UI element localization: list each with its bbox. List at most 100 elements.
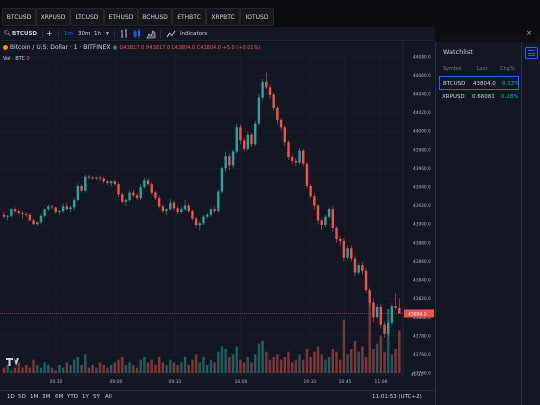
price-tick-label: 43840.0 (413, 278, 431, 284)
tab-ethusd[interactable]: ETHUSD (104, 8, 138, 26)
interval-1m-button[interactable]: 1m (64, 31, 73, 37)
range-ytd-button[interactable]: YTD (67, 394, 78, 400)
candle-body (250, 134, 253, 145)
candle-body (172, 202, 176, 209)
candle-body (183, 205, 187, 210)
candle-body (209, 209, 213, 215)
volume-bar (21, 367, 24, 373)
candle-body (28, 214, 32, 221)
candle-body (327, 209, 331, 217)
candle-body (165, 209, 168, 212)
volume-bar (176, 365, 179, 373)
symbol-search-button[interactable]: BTCUSD (12, 31, 37, 37)
volume-bar (231, 354, 235, 373)
range-1y-button[interactable]: 1Y (82, 394, 89, 400)
volume-bar (228, 357, 231, 373)
watchlist-header-last[interactable]: Last (477, 66, 488, 72)
candle-body (224, 156, 227, 169)
candle-body (387, 322, 390, 334)
volume-bar (124, 365, 128, 373)
price-tick-label: 43760.0 (413, 352, 431, 358)
candle-body (368, 290, 371, 303)
volume-bar (198, 362, 202, 373)
volume-bar (113, 362, 117, 373)
candle-body (394, 306, 397, 308)
volume-bar (161, 362, 165, 373)
candle-body (6, 215, 9, 217)
tab-bchusd[interactable]: BCHUSD (138, 8, 172, 26)
watchlist-row-btcusd[interactable]: BTCUSD 43804.0 0.13% (439, 76, 519, 90)
close-icon[interactable]: × (526, 29, 532, 37)
volume-bar (257, 343, 261, 373)
range-1d-button[interactable]: 1D (7, 394, 15, 400)
candle-body (294, 160, 298, 163)
chart-toolbar: 🔍︎ BTCUSD + 1m 30m 1h ▾ Indicators (0, 27, 435, 41)
price-tick-label: 44020.0 (413, 110, 431, 116)
indicators-button[interactable]: Indicators (180, 31, 208, 37)
range-all-button[interactable]: All (105, 394, 112, 400)
volume-bar (146, 362, 150, 373)
tab-xrpbtc[interactable]: XRPBTC (206, 8, 240, 26)
candle-body (95, 177, 98, 179)
candle-body (320, 220, 323, 226)
candle-body (113, 181, 117, 185)
watchlist-header-chg[interactable]: Chg% (500, 66, 515, 72)
interval-menu-chevron-icon[interactable]: ▾ (106, 31, 109, 37)
legend-visibility-icon[interactable]: ◉ (112, 44, 118, 51)
interval-30m-button[interactable]: 30m (78, 31, 91, 37)
price-tick-label: 43900.0 (413, 222, 431, 228)
countdown-label: 41:31 (411, 372, 423, 377)
interval-1h-button[interactable]: 1h (94, 31, 101, 37)
candle-body (257, 97, 261, 124)
volume-bar (213, 362, 216, 373)
candle-body (21, 212, 24, 214)
tab-btcusd[interactable]: BTCUSD (2, 8, 36, 26)
indicators-icon[interactable] (166, 27, 176, 41)
volume-bar (132, 365, 135, 373)
volume-bar (169, 359, 172, 373)
candle-body (331, 209, 335, 228)
price-chart[interactable]: 44080.0 44060.0 44040.0 44020.0 44000.0 43980… (0, 42, 435, 390)
volume-legend: Vol · BTC 0 (3, 56, 30, 62)
watchlist-toggle-icon[interactable] (525, 47, 538, 59)
volume-bar (121, 357, 124, 373)
price-tick-label: 43740.0 (413, 371, 431, 377)
price-tick-label: 43780.0 (413, 333, 431, 339)
tab-xrpusd[interactable]: XRPUSD (36, 8, 70, 26)
volume-bar (91, 365, 94, 373)
range-3m-button[interactable]: 3M (42, 394, 51, 400)
symbol-search-icon[interactable]: 🔍︎ (4, 31, 11, 37)
candle-body (106, 181, 109, 184)
volume-bar (313, 351, 316, 373)
range-5d-button[interactable]: 5D (18, 394, 26, 400)
volume-bar (172, 362, 176, 373)
compare-add-button[interactable]: + (46, 29, 53, 38)
price-tick-label: 43920.0 (413, 203, 431, 209)
volume-bar (305, 349, 309, 373)
candle-body (36, 222, 39, 225)
tab-iotusd[interactable]: IOTUSD (240, 8, 274, 26)
tab-ethbtc[interactable]: ETHBTC (172, 8, 206, 26)
volume-bar (135, 367, 139, 373)
range-6m-button[interactable]: 6M (55, 394, 64, 400)
range-1m-button[interactable]: 1M (30, 394, 39, 400)
candle-body (290, 157, 294, 161)
candles-style-icon[interactable] (133, 27, 142, 41)
tab-ltcusd[interactable]: LTCUSD (70, 8, 104, 26)
volume-bar (180, 362, 183, 373)
watchlist-header-symbol[interactable]: Symbol (443, 66, 462, 72)
price-tick-label: 43980.0 (413, 147, 431, 153)
candle-body (361, 265, 364, 271)
area-style-icon[interactable] (146, 27, 156, 41)
utc-clock[interactable]: 11:01:53 (UTC+2) (372, 394, 422, 400)
bar-style-icon[interactable] (120, 27, 129, 41)
candle-body (220, 168, 224, 192)
legend-ohlc: O43817.0 H43817.0 L43804.0 C43804.0 +5.0… (119, 45, 261, 51)
candle-body (139, 186, 142, 199)
watchlist-row-xrpusd[interactable]: XRPUSD 0.66081 0.28% (439, 90, 519, 104)
candle-body (246, 134, 250, 149)
volume-bar (102, 365, 105, 373)
volume-bar (353, 341, 357, 373)
chart-area[interactable] (0, 42, 435, 405)
range-5y-button[interactable]: 5Y (93, 394, 100, 400)
